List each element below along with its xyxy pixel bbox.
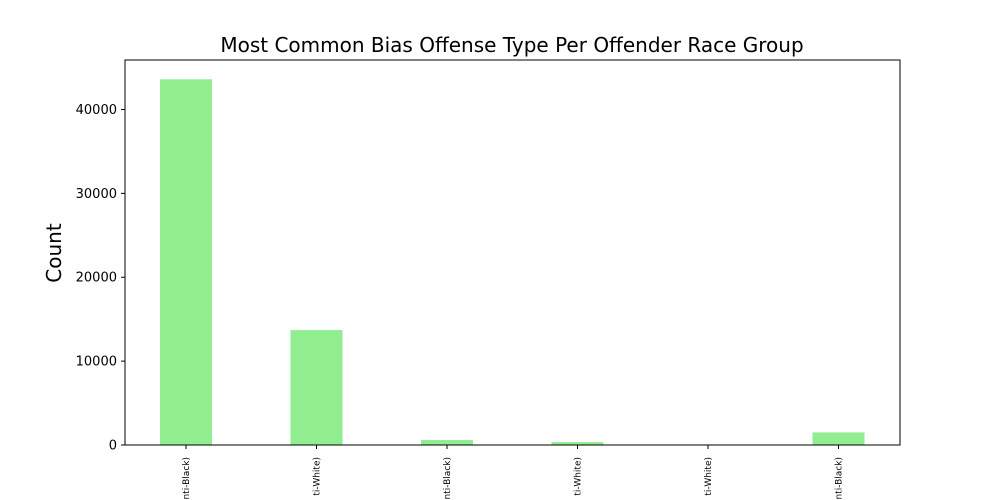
y-tick-label: 10000 (76, 355, 117, 370)
bar (421, 439, 473, 445)
bar (160, 79, 212, 446)
y-tick-label: 20000 (76, 271, 117, 286)
y-tick-label: 30000 (76, 187, 117, 202)
y-tick-label: 40000 (76, 103, 117, 118)
x-tick-label: ti-White) (704, 457, 714, 496)
y-axis-ticks: 0 10000 20000 30000 40000 (76, 103, 125, 454)
y-tick-label: 0 (109, 439, 117, 454)
bars-group (160, 79, 865, 446)
x-tick-label: ti-White) (574, 457, 584, 496)
x-tick-label: nti-Black) (443, 457, 453, 500)
x-tick-label: nti-Black) (182, 457, 192, 500)
bar (812, 432, 865, 445)
bar (551, 442, 604, 445)
plot-area-frame (124, 59, 901, 446)
x-tick-label: nti-Black) (835, 457, 845, 500)
x-tick-label: ti-White) (313, 457, 323, 496)
chart-title: Most Common Bias Offense Type Per Offend… (220, 33, 803, 57)
bar (290, 330, 343, 445)
y-axis-label: Count (42, 223, 66, 283)
x-axis-ticks: nti-Black) ti-White) nti-Black) ti-White) ti… (182, 445, 845, 500)
